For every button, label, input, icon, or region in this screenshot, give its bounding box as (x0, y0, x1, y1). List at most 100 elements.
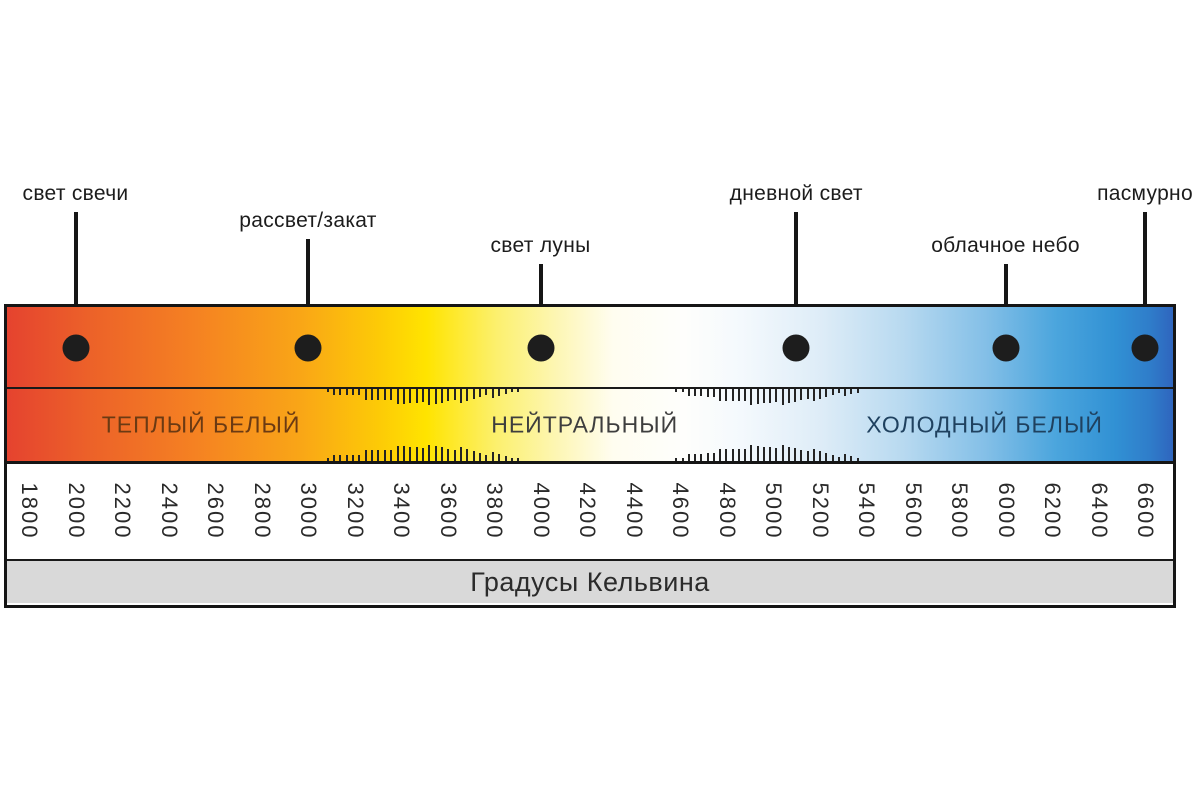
transition-tick (421, 389, 424, 402)
transition-tick (844, 453, 847, 461)
transition-tick (428, 389, 431, 406)
transition-tick (510, 389, 513, 393)
kelvin-tick-4200: 4200 (575, 482, 600, 540)
transition-tick (383, 449, 386, 461)
transition-tick (466, 389, 469, 402)
transition-tick (460, 447, 463, 461)
transition-tick (364, 389, 367, 401)
kelvin-tick-2000: 2000 (63, 482, 89, 540)
transition-tick (850, 455, 853, 461)
transition-tick (744, 389, 747, 401)
transition-tick (794, 448, 797, 461)
annotation-label-0: свет свечи (22, 182, 129, 205)
transition-tick (504, 455, 507, 461)
transition-tick (700, 389, 703, 397)
transition-tick (687, 453, 690, 461)
transition-tick (731, 389, 734, 402)
gradient-separator-line (7, 387, 1173, 389)
kelvin-tick-4000: 4000 (528, 482, 554, 540)
marker-dot-5 (1131, 334, 1159, 362)
marker-dot-1 (294, 334, 322, 362)
kelvin-tick-band: 1800 2000 2200 2400 2600 2800 3000 3200 3400 3600… (7, 464, 1173, 559)
leader-line-3 (794, 212, 799, 348)
transition-tick (371, 449, 374, 461)
transition-tick (812, 448, 815, 461)
transition-tick (831, 454, 834, 461)
transition-tick (787, 446, 790, 461)
transition-tick (383, 389, 386, 401)
kelvin-tick-5200: 5200 (807, 482, 833, 540)
leader-line-0 (73, 212, 78, 348)
transition-tick (453, 450, 456, 461)
annotation-label-3: дневной свет (729, 182, 863, 205)
transition-tick (681, 389, 684, 392)
transition-tick (725, 389, 728, 402)
transition-tick (837, 456, 840, 461)
transition-tick (345, 454, 348, 461)
kelvin-tick-3800: 3800 (482, 482, 507, 540)
transition-tick (750, 389, 753, 405)
transition-tick (756, 389, 759, 405)
transition-tick (837, 389, 840, 394)
annotation-label-1: рассвет/закат (239, 209, 377, 232)
transition-tick (712, 389, 715, 397)
kelvin-tick-2400: 2400 (156, 482, 182, 540)
transition-tick (856, 389, 859, 393)
kelvin-tick-3600: 3600 (435, 482, 461, 540)
transition-tick (460, 389, 463, 403)
transition-tick (694, 389, 697, 397)
zone-label-band: ТЕПЛЫЙ БЕЛЫЙ НЕЙТРАЛЬНЫЙ ХОЛОДНЫЙ БЕЛЫЙ (7, 389, 1173, 461)
transition-tick (806, 451, 809, 461)
transition-tick (479, 389, 482, 398)
transition-tick (504, 389, 507, 395)
transition-tick (800, 389, 803, 401)
leader-line-5 (1143, 212, 1147, 348)
unit-bar: Градусы Кельвина (7, 559, 1173, 603)
kelvin-tick-5600: 5600 (900, 482, 926, 540)
zone-label-neutral: НЕЙТРАЛЬНЫЙ (491, 411, 679, 438)
transition-tick (396, 445, 399, 461)
transition-tick (447, 389, 450, 402)
transition-tick (345, 389, 348, 396)
unit-label: Градусы Кельвина (470, 566, 710, 597)
transition-tick (352, 454, 355, 461)
transition-tick (850, 389, 853, 395)
transition-tick (339, 454, 342, 461)
transition-tick (415, 389, 418, 403)
transition-tick (819, 450, 822, 461)
transition-tick (421, 448, 424, 461)
kelvin-tick-1800: 1800 (17, 482, 42, 540)
annotation-label-2: свет луны (490, 234, 591, 257)
kelvin-tick-3400: 3400 (389, 482, 414, 540)
kelvin-tick-6000: 6000 (993, 482, 1019, 540)
transition-tick (819, 389, 822, 400)
transition-tick (719, 389, 722, 402)
transition-tick (434, 389, 437, 405)
transition-tick (731, 448, 734, 461)
transition-tick (358, 389, 361, 396)
transition-tick (517, 389, 520, 392)
transition-tick (756, 445, 759, 461)
kelvin-tick-5400: 5400 (854, 482, 879, 540)
transition-tick (339, 389, 342, 396)
transition-tick (681, 458, 684, 461)
transition-tick (694, 453, 697, 461)
transition-tick (844, 389, 847, 397)
marker-dot-0 (62, 334, 89, 362)
transition-tick (800, 449, 803, 461)
transition-tick (332, 389, 335, 396)
transition-tick (737, 389, 740, 402)
transition-tick (453, 389, 456, 400)
transition-tick (491, 451, 494, 461)
transition-tick (787, 389, 790, 404)
transition-tick (409, 446, 412, 461)
transition-tick (812, 389, 815, 402)
transition-tick (371, 389, 374, 401)
leader-line-1 (306, 239, 310, 348)
transition-tick (498, 389, 501, 397)
transition-tick (719, 448, 722, 461)
kelvin-tick-5800: 5800 (947, 482, 972, 540)
transition-tick (466, 448, 469, 461)
zone-label-cold: ХОЛОДНЫЙ БЕЛЫЙ (866, 411, 1103, 438)
kelvin-scale-chart: ТЕПЛЫЙ БЕЛЫЙ НЕЙТРАЛЬНЫЙ ХОЛОДНЫЙ БЕЛЫЙ 18… (4, 304, 1176, 608)
